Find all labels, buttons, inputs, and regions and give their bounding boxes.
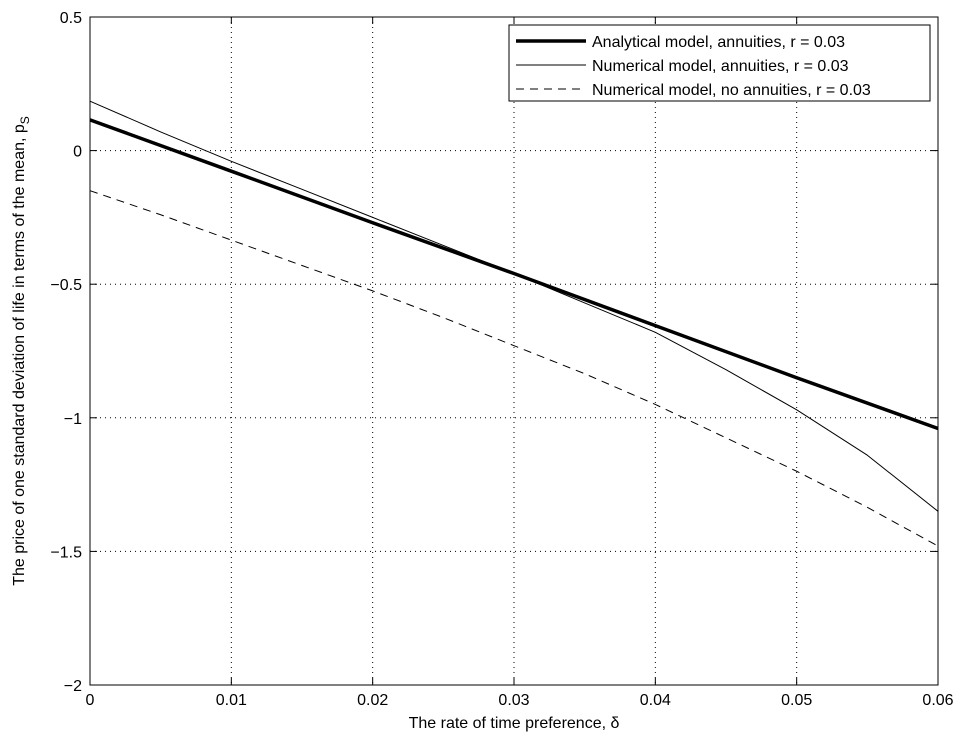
y-tick-label: −0.5 — [50, 277, 82, 294]
grid-lines — [90, 17, 938, 685]
x-tick-label: 0.06 — [922, 692, 953, 709]
x-tick-label: 0.04 — [640, 692, 671, 709]
legend-label-1: Analytical model, annuities, r = 0.03 — [592, 34, 845, 51]
x-tick-label: 0.02 — [357, 692, 388, 709]
legend-box — [508, 24, 931, 102]
x-axis-label: The rate of time preference, δ — [409, 715, 620, 732]
y-tick-label: −1.5 — [50, 544, 82, 561]
series-lines — [89, 100, 939, 547]
x-tick-label: 0 — [86, 692, 95, 709]
legend-label-3: Numerical model, no annuities, r = 0.03 — [592, 82, 871, 99]
y-axis-label-subscript: S — [18, 116, 32, 124]
series-line-3 — [89, 190, 939, 547]
y-axis-label-main: The price of one standard deviation of l… — [11, 124, 28, 586]
legend: Analytical model, annuities, r = 0.03 Num… — [508, 24, 931, 102]
y-tick-label: 0.5 — [60, 10, 82, 27]
x-tick-label: 0.03 — [498, 692, 529, 709]
series-line-2 — [89, 100, 939, 512]
y-tick-label: −1 — [64, 411, 82, 428]
axis-ticks: 0 0.01 0.02 0.03 0.04 0.05 0.06 0.5 0 −0.5 −1 −1.5 −… — [50, 10, 953, 709]
legend-label-2: Numerical model, annuities, r = 0.03 — [592, 58, 849, 75]
y-axis-label: The price of one standard deviation of l… — [11, 116, 32, 586]
y-tick-label: 0 — [73, 144, 82, 161]
x-tick-label: 0.01 — [216, 692, 247, 709]
x-tick-label: 0.05 — [781, 692, 812, 709]
y-tick-label: −2 — [64, 678, 82, 695]
